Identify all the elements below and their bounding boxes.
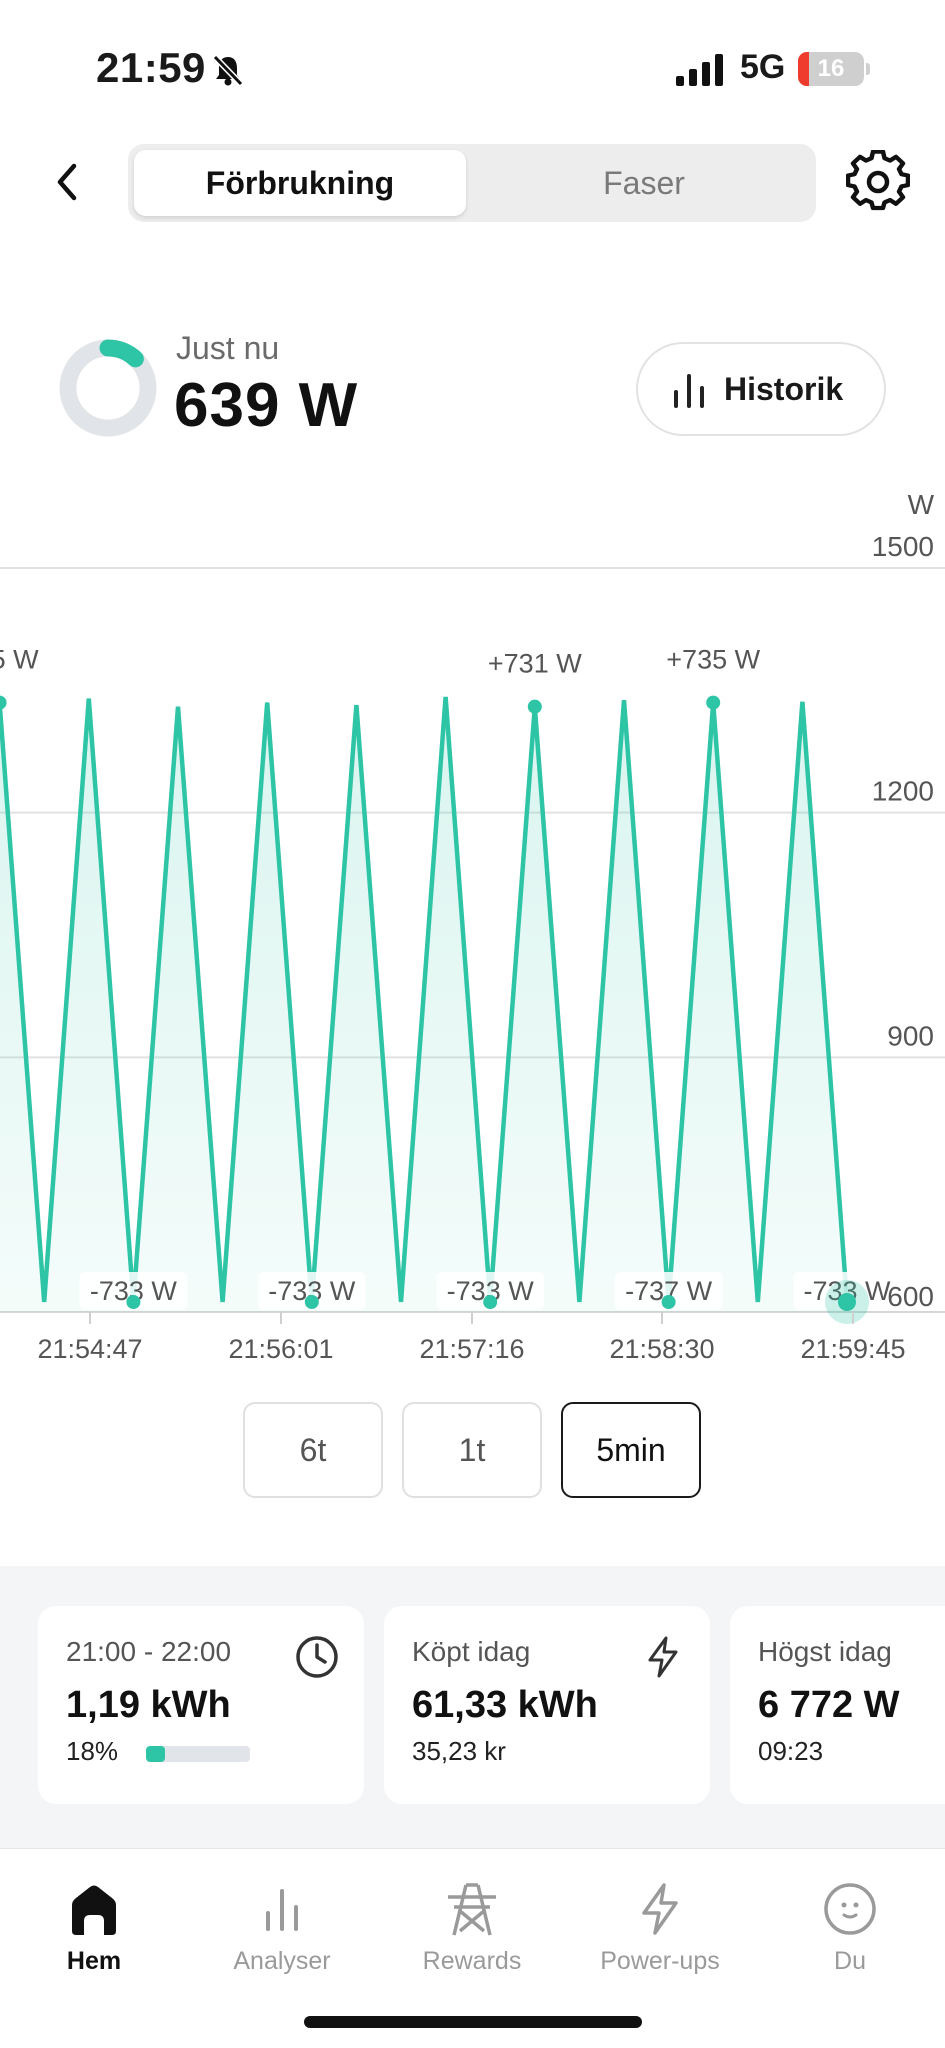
nav-label: Du [834,1947,866,1975]
historik-button[interactable]: Historik [636,342,886,436]
nav-item-analyser[interactable]: Analyser [192,1863,372,1993]
y-tick-label: 900 [887,1020,934,1051]
bell-muted-icon [212,54,244,87]
data-label-bg [793,1272,901,1310]
hour-progress-fill [146,1746,165,1762]
status-bar: 21:59 5G 16 [0,0,945,130]
battery-percentage: 16 [817,55,845,82]
nav-label: Analyser [233,1947,331,1975]
usage-gauge-arc [99,339,144,368]
y-tick-label: 600 [887,1281,934,1312]
clock-icon [296,1636,338,1678]
lightning-icon [642,1883,678,1935]
tab-faser[interactable]: Faser [603,165,685,201]
view-segmented-control: Förbrukning Faser [128,144,816,222]
current-power-label: Just nu [176,330,280,366]
battery-icon: 16 [798,52,864,86]
card-title: Köpt idag [412,1636,531,1667]
bar-chart-icon [266,1889,298,1931]
status-time: 21:59 [96,44,206,91]
nav-label: Rewards [422,1947,522,1975]
bar-chart-icon [674,374,704,408]
tab-forbrukning[interactable]: Förbrukning [134,150,466,216]
hour-progress-bar [146,1746,250,1762]
data-label-bg [480,644,589,683]
current-point [838,1293,856,1311]
back-chevron-icon[interactable] [44,150,94,214]
y-tick-label: 1500 [872,531,934,562]
data-point [304,1295,319,1309]
data-label-bg [436,1272,545,1310]
data-point [0,695,7,710]
data-point [706,695,721,710]
x-tick-label: 21:58:30 [609,1334,714,1364]
card-value: 1,19 kWh [66,1684,231,1726]
data-point [527,699,542,714]
nav-item-du[interactable]: Du [760,1863,940,1993]
nav-label: Power-ups [600,1947,720,1975]
data-point [483,1295,498,1309]
power-chart-svg: 15001200900W735 W+731 W+735 W4 W-733 W-7… [0,490,945,1364]
bottom-navigation: Hem Analyser Rewards Power-ups [0,1848,945,2048]
y-tick-label: 1200 [872,776,934,807]
x-tick-label: 21:54:47 [37,1334,142,1364]
data-label-bg [614,1272,723,1310]
gear-icon[interactable] [846,150,910,214]
range-5min-button[interactable]: 5min [561,1402,701,1498]
data-point [661,1295,676,1309]
cell-signal-icon [676,54,723,86]
battery-cap [866,63,870,75]
data-label-bg [659,640,768,679]
range-6t-button[interactable]: 6t [243,1402,383,1498]
summary-cards: 21:00 - 22:00 1,19 kWh 18% Köpt idag 61,… [0,1566,945,1848]
data-label-bg [0,640,47,679]
home-icon [72,1885,116,1935]
card-value: 6 772 W [758,1684,900,1726]
current-power-value: 639 W [174,371,359,440]
x-tick-label: 21:59:45 [800,1334,905,1364]
card-cost: 35,23 kr [412,1736,506,1766]
home-indicator [304,2016,642,2028]
nav-item-rewards[interactable]: Rewards [382,1863,562,1993]
lightning-icon [648,1636,678,1678]
series-line [0,696,850,1303]
card-title: Högst idag [758,1636,892,1667]
face-icon [824,1883,876,1935]
data-label-bg [79,1272,188,1310]
bought-today-card[interactable]: Köpt idag 61,33 kWh 35,23 kr [384,1606,710,1804]
data-label: 735 W [0,645,39,675]
hour-usage-card[interactable]: 21:00 - 22:00 1,19 kWh 18% [38,1606,364,1804]
data-point [126,1295,141,1309]
card-percent: 18% [66,1736,119,1766]
nav-item-hem[interactable]: Hem [4,1863,184,1993]
card-value: 61,33 kWh [412,1684,598,1726]
card-title: 21:00 - 22:00 [66,1636,232,1667]
card-time: 09:23 [758,1736,824,1766]
battery-fill [798,52,809,86]
x-tick-label: 21:56:01 [228,1334,333,1364]
data-label: +731 W [488,649,582,679]
range-1t-button[interactable]: 1t [402,1402,542,1498]
historik-label: Historik [724,371,844,407]
pylon-icon [448,1883,496,1936]
network-type: 5G [740,48,786,86]
data-label-bg [257,1272,366,1310]
highest-today-card[interactable]: Högst idag 6 772 W 09:23 [730,1606,945,1804]
usage-gauge [59,339,157,437]
power-chart[interactable]: 15001200900W735 W+731 W+735 W4 W-733 W-7… [0,490,945,1370]
nav-label: Hem [66,1947,122,1975]
nav-item-power-ups[interactable]: Power-ups [570,1863,750,1993]
x-tick-label: 21:57:16 [419,1334,524,1364]
y-unit-label: W [908,490,935,520]
data-label: +735 W [666,645,760,675]
